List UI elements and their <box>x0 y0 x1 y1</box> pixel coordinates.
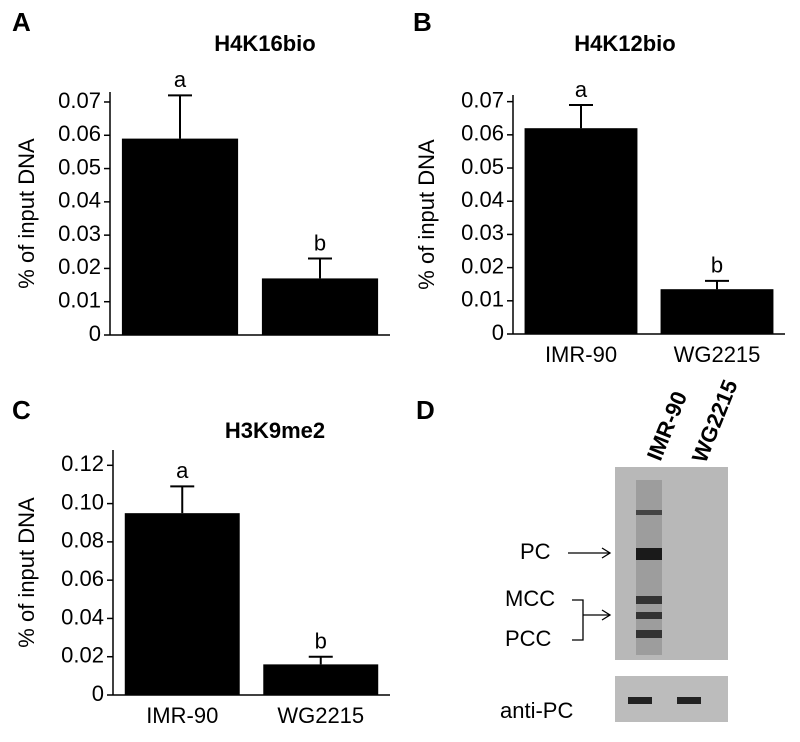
y-tick-label: 0.02 <box>58 254 101 279</box>
band-label: PCC <box>505 626 552 651</box>
error-bar <box>170 485 195 514</box>
y-tick-label: 0.03 <box>58 221 101 246</box>
y-axis-label: % of input DNA <box>414 139 439 290</box>
panel-label: D <box>416 395 435 425</box>
chart-title: H3K9me2 <box>225 418 325 443</box>
panel-label: A <box>12 7 31 37</box>
arrow-head <box>601 609 612 621</box>
blot-band <box>636 630 662 638</box>
antibody-label: anti-PC <box>500 698 573 723</box>
band-label: PC <box>520 539 551 564</box>
bracket <box>572 599 610 641</box>
y-axis-label: % of input DNA <box>14 497 39 648</box>
x-tick-label: IMR-90 <box>146 703 218 728</box>
arrow-head <box>601 547 612 559</box>
y-tick-label: 0.05 <box>461 154 504 179</box>
x-tick-label: WG2215 <box>277 703 364 728</box>
band-label: MCC <box>505 586 555 611</box>
y-tick-label: 0.03 <box>461 220 504 245</box>
y-tick-label: 0 <box>92 681 104 706</box>
error-bar <box>705 279 729 290</box>
y-tick-label: 0.04 <box>461 187 504 212</box>
y-tick-label: 0.06 <box>58 121 101 146</box>
y-tick-label: 0.12 <box>61 451 104 476</box>
panel-label: B <box>413 7 432 37</box>
error-bar <box>308 257 332 279</box>
annotation: a <box>575 77 588 102</box>
blot: IMR-90 WG2215 PC MCC PCC anti-PC <box>500 376 743 723</box>
panel-label: C <box>12 395 31 425</box>
lane-label: IMR-90 <box>642 388 692 464</box>
y-tick-label: 0.07 <box>461 87 504 112</box>
y-tick-label: 0.01 <box>58 288 101 313</box>
error-bar <box>569 103 593 129</box>
y-tick-label: 0.10 <box>61 489 104 514</box>
bar <box>660 289 774 334</box>
y-axis-label: % of input DNA <box>14 138 39 289</box>
y-tick-label: 0.08 <box>61 528 104 553</box>
error-bar <box>168 94 192 139</box>
blot-band <box>636 596 662 604</box>
annotation: b <box>314 230 326 255</box>
bar <box>261 278 379 335</box>
y-tick-label: 0.05 <box>58 154 101 179</box>
x-tick-label: IMR-90 <box>545 342 617 367</box>
y-tick-label: 0.04 <box>58 188 101 213</box>
y-tick-label: 0.06 <box>61 566 104 591</box>
bar <box>124 513 240 695</box>
annotation: a <box>174 67 187 92</box>
blot-band <box>628 697 652 704</box>
annotation: b <box>315 629 327 654</box>
blot-band <box>677 697 701 704</box>
annotation: a <box>176 458 189 483</box>
blot-image <box>615 467 728 660</box>
y-tick-label: 0.02 <box>461 253 504 278</box>
bar <box>524 128 638 334</box>
error-bar <box>308 655 333 665</box>
blot-lane <box>636 480 662 655</box>
y-tick-label: 0.01 <box>461 287 504 312</box>
bar <box>121 138 239 335</box>
lane-label: WG2215 <box>687 376 743 466</box>
y-tick-label: 0.04 <box>61 604 104 629</box>
y-tick-label: 0.06 <box>461 121 504 146</box>
blot-band <box>636 510 662 515</box>
x-tick-label: WG2215 <box>674 342 761 367</box>
annotation: b <box>711 253 723 278</box>
chart-title: H4K16bio <box>214 31 315 56</box>
chart-title: H4K12bio <box>574 31 675 56</box>
y-tick-label: 0.07 <box>58 88 101 113</box>
y-tick-label: 0 <box>492 320 504 345</box>
blot-band <box>636 548 662 560</box>
y-tick-label: 0.02 <box>61 643 104 668</box>
blot-band <box>636 612 662 619</box>
y-tick-label: 0 <box>89 321 101 346</box>
bar <box>263 664 379 695</box>
